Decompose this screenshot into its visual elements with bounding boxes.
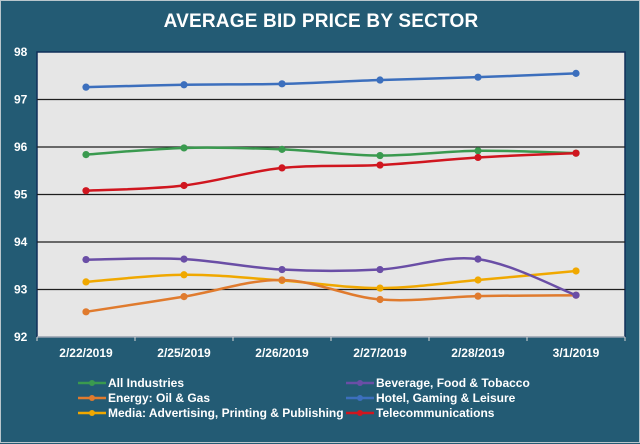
y-tick-label: 92 <box>14 330 28 344</box>
data-point <box>180 293 188 301</box>
data-point <box>278 276 286 284</box>
data-point <box>180 81 188 89</box>
legend-label: All Industries <box>108 376 184 390</box>
data-point <box>474 153 482 162</box>
x-tick-label: 2/25/2019 <box>157 346 211 360</box>
y-tick-label: 94 <box>14 235 28 249</box>
series-hotel-gaming-leisure <box>82 69 580 91</box>
x-tick-label: 2/27/2019 <box>353 346 407 360</box>
legend-swatch-marker <box>89 395 95 401</box>
legend-swatch-marker <box>89 380 95 386</box>
data-point <box>180 255 188 263</box>
legend-swatch-marker <box>357 410 363 416</box>
data-point <box>82 151 90 159</box>
legend-swatch-marker <box>357 380 363 386</box>
data-point <box>376 295 384 304</box>
series-line <box>85 269 577 290</box>
legend-item: All Industries <box>78 376 184 390</box>
legend-item: Energy: Oil & Gas <box>78 391 210 405</box>
data-point <box>180 271 188 279</box>
series-line <box>85 278 577 314</box>
data-point <box>376 151 384 160</box>
data-point <box>278 80 286 88</box>
data-point <box>82 278 90 286</box>
data-point <box>572 149 580 157</box>
legend-swatch-marker <box>89 410 95 416</box>
series-telecommunications <box>82 149 580 195</box>
series-line <box>85 146 577 157</box>
data-point <box>474 255 482 263</box>
legend-label: Media: Advertising, Printing & Publishin… <box>108 406 344 420</box>
data-point <box>474 292 482 300</box>
data-point <box>376 284 384 292</box>
data-point <box>572 267 580 275</box>
x-tick-label: 3/1/2019 <box>553 346 600 360</box>
series-line <box>85 72 577 89</box>
y-tick-label: 95 <box>14 188 28 202</box>
legend-item: Media: Advertising, Printing & Publishin… <box>78 406 344 420</box>
legend-item: Beverage, Food & Tobacco <box>346 376 530 390</box>
series-line <box>85 151 577 192</box>
data-point <box>376 161 384 169</box>
legend-item: Hotel, Gaming & Leisure <box>346 391 516 405</box>
series-line <box>85 257 577 297</box>
chart-title: AVERAGE BID PRICE BY SECTOR <box>163 11 479 32</box>
legend-label: Beverage, Food & Tobacco <box>376 376 530 390</box>
data-point <box>82 308 90 316</box>
data-point <box>180 144 188 152</box>
data-point <box>82 255 90 264</box>
y-tick-label: 97 <box>14 93 28 107</box>
data-point <box>474 73 482 81</box>
legend-label: Hotel, Gaming & Leisure <box>376 391 516 405</box>
legend-label: Energy: Oil & Gas <box>108 391 210 405</box>
data-point <box>180 181 188 190</box>
legend-swatch-marker <box>357 395 363 401</box>
legend-item: Telecommunications <box>346 406 495 420</box>
data-point <box>474 276 482 284</box>
data-point <box>572 69 580 77</box>
data-point <box>376 265 384 274</box>
data-point <box>82 83 90 91</box>
data-point <box>376 76 384 84</box>
series-beverage-food-tobacco <box>82 255 580 299</box>
legend-label: Telecommunications <box>376 406 495 420</box>
x-tick-label: 2/26/2019 <box>255 346 309 360</box>
x-tick-label: 2/28/2019 <box>451 346 505 360</box>
y-tick-label: 96 <box>14 140 28 154</box>
data-point <box>278 145 286 153</box>
data-point <box>278 164 286 172</box>
data-point <box>572 291 580 299</box>
y-tick-label: 98 <box>14 45 28 59</box>
y-tick-label: 93 <box>14 283 28 297</box>
data-point <box>474 147 482 155</box>
data-point <box>278 265 286 274</box>
x-tick-label: 2/22/2019 <box>59 346 113 360</box>
data-point <box>82 187 90 195</box>
